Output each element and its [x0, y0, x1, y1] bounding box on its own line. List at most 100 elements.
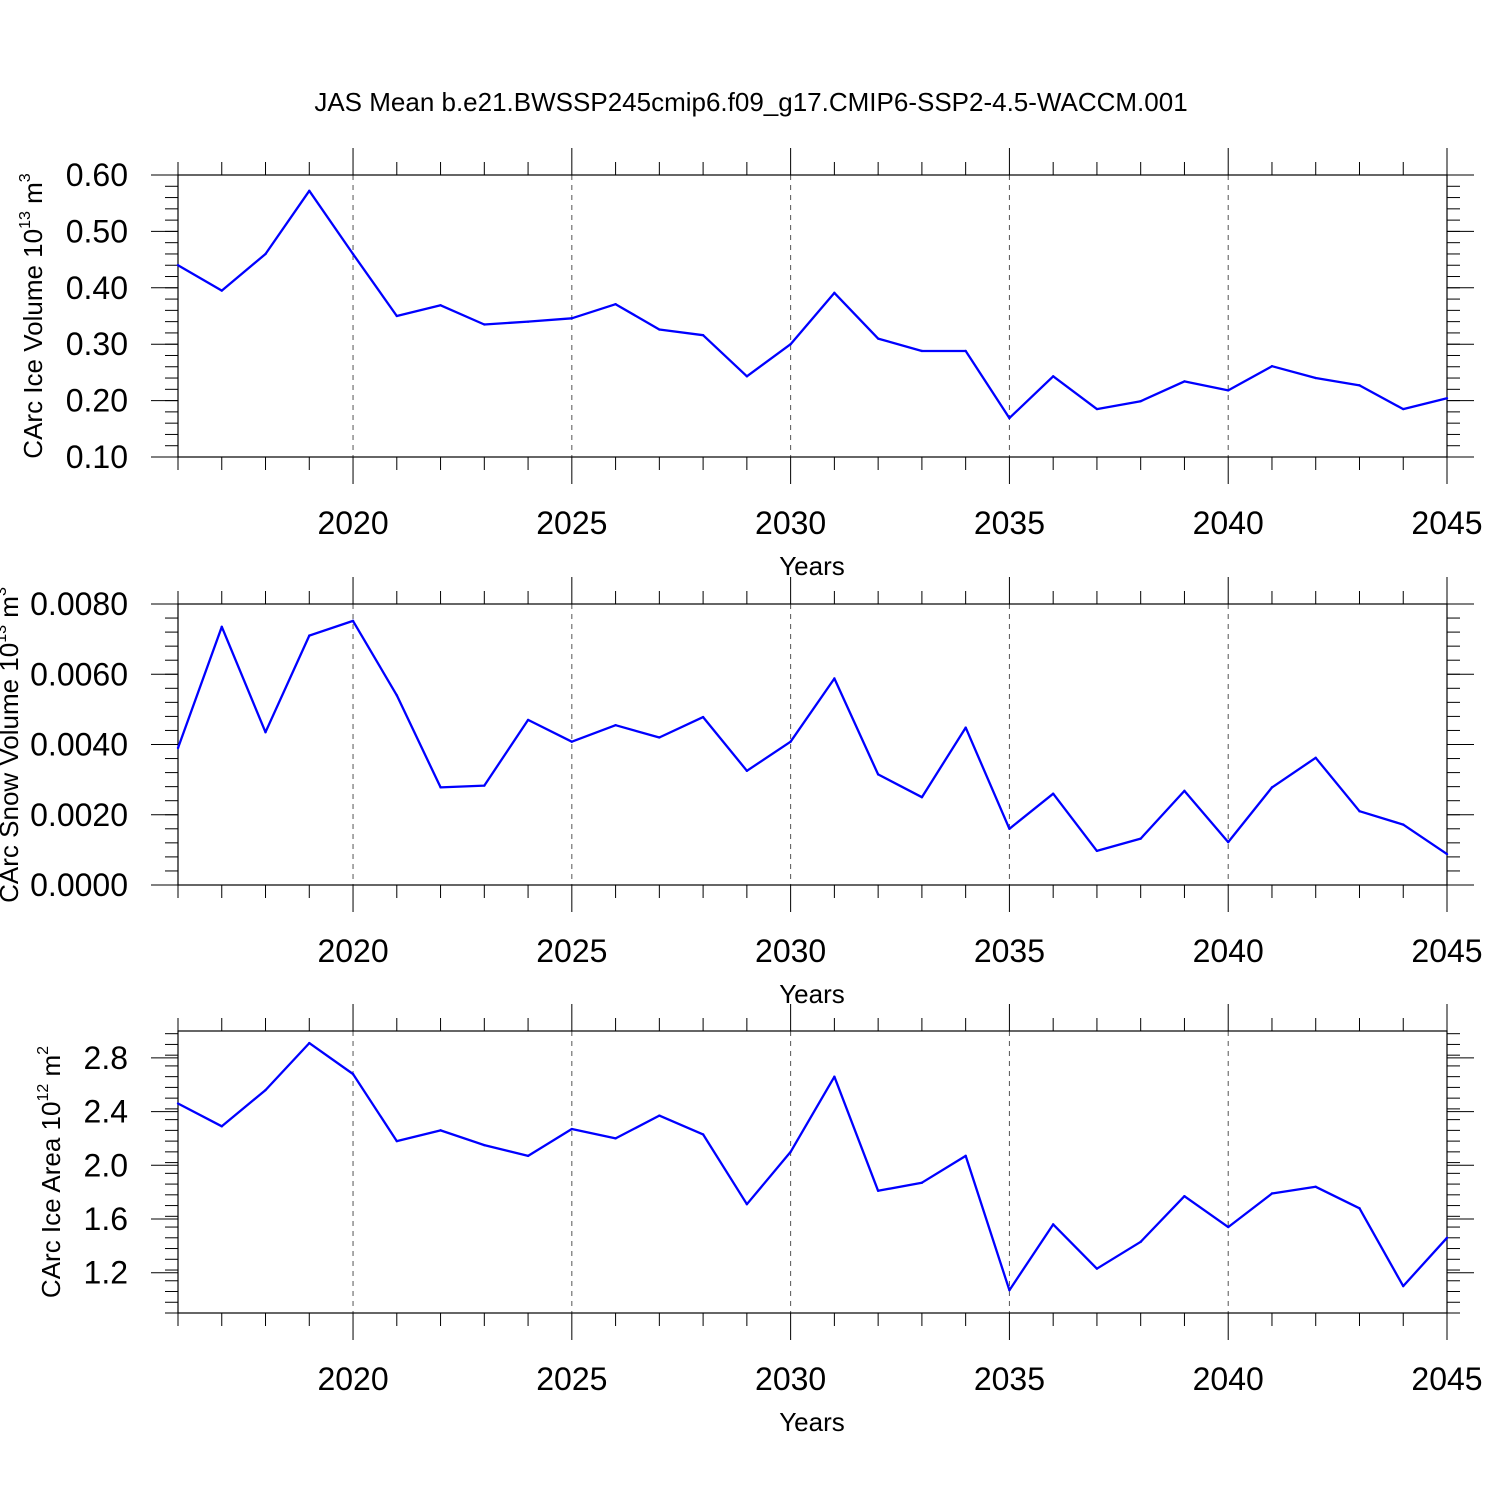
x-tick-label: 2040 — [1193, 505, 1264, 541]
data-point — [1095, 407, 1099, 411]
panel-ice-volume: CArc Ice Volume 1013 m3 Years 2020 2025 20… — [17, 148, 1483, 581]
x-tick-label: 2030 — [755, 933, 826, 969]
data-point — [701, 715, 705, 719]
y-tick-label: 0.40 — [66, 270, 128, 306]
y-tick-label: 0.20 — [66, 383, 128, 419]
data-point — [1051, 375, 1055, 378]
data-point — [1008, 1288, 1011, 1292]
x-tick-label: 2045 — [1411, 933, 1482, 969]
data-point — [745, 375, 749, 378]
data-point — [920, 795, 924, 799]
data-point — [439, 1129, 442, 1132]
data-point — [176, 746, 180, 750]
x-tick-label: 2025 — [536, 1361, 607, 1397]
x-tick-label: 2020 — [317, 505, 388, 541]
plot-frame — [177, 174, 1448, 458]
data-point — [964, 349, 967, 353]
data-point — [1051, 792, 1055, 795]
y-tick-label: 2.8 — [84, 1040, 128, 1076]
data-point — [483, 1143, 486, 1147]
y-tick-label: 1.6 — [84, 1201, 128, 1237]
data-point — [1358, 384, 1361, 387]
data-point — [264, 1088, 267, 1092]
x-tick-label: 2030 — [755, 1361, 826, 1397]
data-point — [351, 252, 355, 256]
data-point — [1445, 1236, 1449, 1240]
data-point — [1270, 786, 1274, 789]
x-tick-label: 2030 — [755, 505, 826, 541]
data-point — [351, 619, 355, 623]
data-point — [220, 289, 223, 292]
series-line — [176, 619, 1448, 856]
x-tick-label: 2020 — [317, 933, 388, 969]
y-tick-label: 0.30 — [66, 326, 128, 362]
y-tick-label: 0.0040 — [30, 727, 128, 763]
data-point — [176, 264, 180, 267]
data-point — [395, 1139, 398, 1143]
x-tick-label: 2040 — [1193, 933, 1264, 969]
x-tick-label: 2045 — [1411, 1361, 1482, 1397]
y-tick-label: 2.0 — [84, 1147, 128, 1183]
data-point — [745, 1203, 749, 1206]
y-tick-label: 2.4 — [84, 1094, 128, 1130]
data-point — [876, 1189, 880, 1193]
data-point — [264, 252, 267, 256]
data-point — [1139, 399, 1142, 403]
data-point — [1314, 1185, 1317, 1188]
data-point — [526, 1154, 530, 1158]
data-point — [395, 314, 398, 318]
x-tick-label: 2025 — [536, 505, 607, 541]
data-point — [614, 302, 617, 306]
data-point — [789, 343, 792, 346]
data-point — [483, 323, 486, 326]
data-point — [526, 718, 530, 722]
y-tick-label: 1.2 — [84, 1255, 128, 1291]
data-point — [1139, 1240, 1142, 1244]
data-point — [964, 1154, 967, 1158]
data-point — [1402, 823, 1405, 826]
data-point — [1402, 1284, 1405, 1288]
data-point — [789, 740, 792, 743]
data-point — [658, 1114, 661, 1117]
x-axis-label: Years — [779, 551, 845, 581]
data-point — [1227, 389, 1230, 392]
data-point — [701, 333, 705, 337]
data-point — [920, 349, 924, 353]
data-point — [308, 634, 311, 637]
data-point — [964, 726, 967, 729]
x-tick-label: 2045 — [1411, 505, 1482, 541]
data-point — [701, 1133, 705, 1136]
series-line — [177, 1041, 1448, 1292]
data-point — [1183, 380, 1186, 383]
data-point — [526, 320, 530, 323]
data-point — [439, 786, 442, 789]
data-point — [614, 723, 617, 727]
x-axis-label: Years — [779, 979, 845, 1009]
data-point — [833, 291, 836, 295]
data-point — [1183, 1194, 1186, 1198]
data-point — [1139, 837, 1142, 840]
data-point — [1227, 1225, 1230, 1229]
y-axis-label: CArc Snow Volume 1013 m3 — [0, 587, 24, 903]
data-point — [1183, 789, 1186, 793]
data-point — [1358, 1207, 1361, 1210]
data-point — [1445, 397, 1449, 400]
y-tick-label: 0.50 — [66, 213, 128, 249]
y-axis-label: CArc Ice Area 1012 m2 — [35, 1046, 66, 1298]
series-line — [177, 189, 1448, 420]
y-tick-label: 0.0020 — [30, 797, 128, 833]
data-point — [789, 1150, 792, 1154]
data-point — [833, 677, 836, 680]
y-axis-label: CArc Ice Volume 1013 m3 — [17, 173, 48, 458]
data-point — [395, 694, 398, 697]
x-tick-label: 2040 — [1193, 1361, 1264, 1397]
panel-snow-volume: CArc Snow Volume 1013 m3 Years 2020 2025 2… — [0, 577, 1483, 1009]
data-point — [351, 1072, 355, 1076]
data-point — [876, 773, 880, 776]
data-point — [176, 1102, 180, 1105]
data-point — [1314, 376, 1317, 380]
data-point — [658, 736, 661, 739]
x-tick-label: 2035 — [974, 505, 1045, 541]
y-tick-label: 0.60 — [66, 157, 128, 193]
